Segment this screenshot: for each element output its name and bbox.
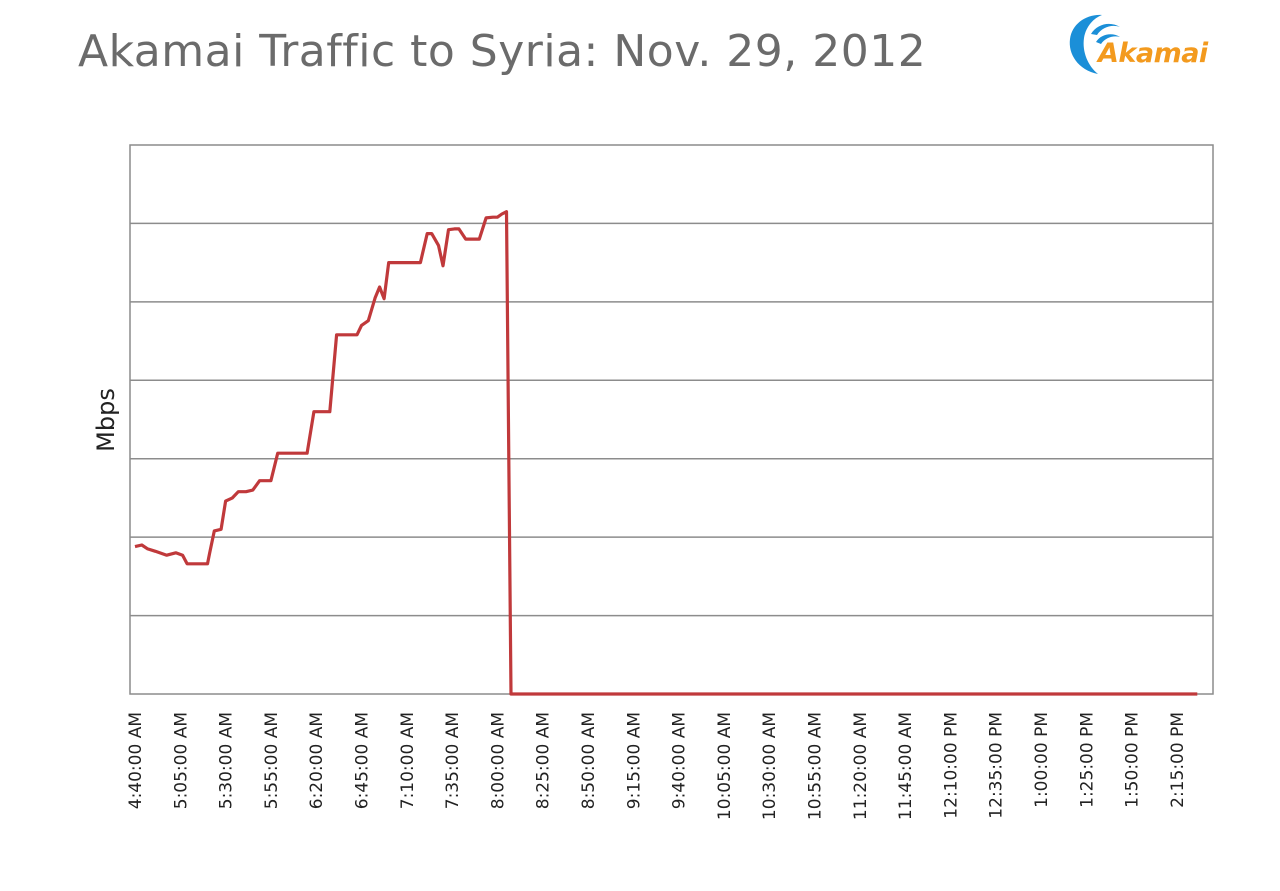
x-tick-label: 9:15:00 AM bbox=[624, 712, 644, 809]
x-tick-label: 2:15:00 PM bbox=[1168, 712, 1188, 808]
akamai-logo: Akamai bbox=[1064, 8, 1234, 80]
y-axis-label: Mbps bbox=[92, 388, 120, 452]
x-tick-label: 5:55:00 AM bbox=[262, 712, 282, 809]
akamai-wordmark: Akamai bbox=[1098, 38, 1208, 69]
gridlines bbox=[130, 222, 1213, 617]
x-tick-label: 1:00:00 PM bbox=[1032, 712, 1052, 808]
x-tick-label: 7:10:00 AM bbox=[398, 712, 418, 809]
x-tick-label: 11:20:00 AM bbox=[851, 712, 871, 820]
x-tick-label: 10:30:00 AM bbox=[760, 712, 780, 820]
x-tick-label: 5:30:00 AM bbox=[217, 712, 237, 809]
x-tick-label: 8:25:00 AM bbox=[534, 712, 554, 809]
x-tick-label: 9:40:00 AM bbox=[670, 712, 690, 809]
x-tick-label: 1:25:00 PM bbox=[1077, 712, 1097, 808]
x-tick-label: 8:00:00 AM bbox=[488, 712, 508, 809]
series-line-mbps bbox=[134, 210, 1198, 696]
chart-title: Akamai Traffic to Syria: Nov. 29, 2012 bbox=[78, 26, 927, 77]
plot-frame bbox=[129, 144, 1214, 695]
x-tick-label: 6:45:00 AM bbox=[353, 712, 373, 809]
x-tick-label: 5:05:00 AM bbox=[171, 712, 191, 809]
x-tick-label: 12:35:00 PM bbox=[987, 712, 1007, 819]
x-tick-label: 12:10:00 PM bbox=[941, 712, 961, 819]
x-axis-ticks: 4:40:00 AM 5:05:00 AM 5:30:00 AM 5:55:00 AM… bbox=[126, 712, 1188, 820]
x-tick-label: 8:50:00 AM bbox=[579, 712, 599, 809]
akamai-swoosh-icon bbox=[1069, 14, 1120, 74]
x-tick-label: 11:45:00 AM bbox=[896, 712, 916, 820]
x-tick-label: 6:20:00 AM bbox=[307, 712, 327, 809]
x-tick-label: 7:35:00 AM bbox=[443, 712, 463, 809]
x-tick-label: 10:55:00 AM bbox=[806, 712, 826, 820]
x-tick-label: 10:05:00 AM bbox=[715, 712, 735, 820]
x-tick-label: 1:50:00 PM bbox=[1123, 712, 1143, 808]
x-tick-label: 4:40:00 AM bbox=[126, 712, 146, 809]
